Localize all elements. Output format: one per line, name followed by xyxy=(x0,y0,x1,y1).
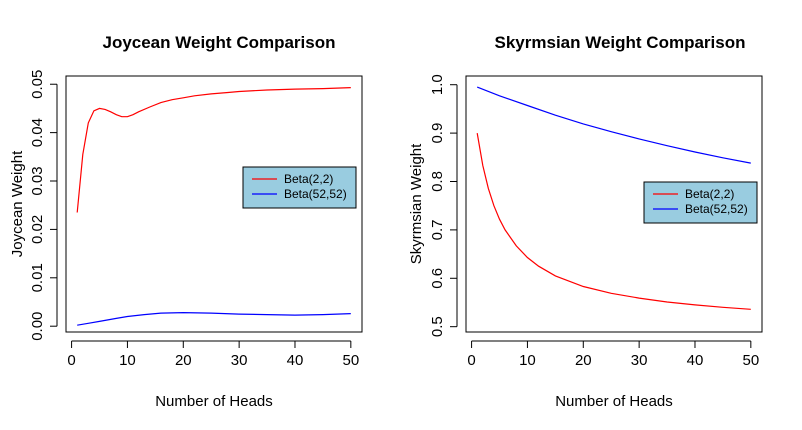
series-line-2 xyxy=(476,86,751,164)
legend-entry: Beta(2,2) xyxy=(284,172,333,186)
x-tick-label: 20 xyxy=(175,352,192,369)
y-tick-label: 0.05 xyxy=(29,70,46,99)
x-tick-label: 20 xyxy=(575,352,592,369)
legend-box xyxy=(643,181,758,224)
y-tick-label: 0.8 xyxy=(429,171,446,192)
x-tick-label: 0 xyxy=(67,352,75,369)
x-axis-label: Number of Heads xyxy=(155,393,273,410)
x-tick-label: 30 xyxy=(231,352,248,369)
x-tick-label: 40 xyxy=(287,352,304,369)
legend-entry: Beta(52,52) xyxy=(685,202,748,216)
x-tick-label: 50 xyxy=(742,352,759,369)
legend: Beta(2,2)Beta(52,52) xyxy=(643,181,758,224)
y-tick-label: 0.7 xyxy=(429,219,446,240)
y-tick-label: 0.02 xyxy=(29,215,46,244)
series-line-2 xyxy=(77,311,351,326)
x-tick-label: 10 xyxy=(119,352,136,369)
y-tick-label: 1.0 xyxy=(429,74,446,95)
y-axis-label: Skyrmsian Weight xyxy=(408,143,425,264)
x-tick-label: 30 xyxy=(631,352,648,369)
legend-entry: Beta(52,52) xyxy=(284,187,347,201)
x-tick-label: 50 xyxy=(342,352,359,369)
chart-title: Skyrmsian Weight Comparison xyxy=(495,33,746,52)
legend-entry: Beta(2,2) xyxy=(685,187,734,201)
series-line-1 xyxy=(476,132,751,310)
x-tick-label: 10 xyxy=(519,352,536,369)
chart-panel-1: Joycean Weight Comparison 0 10 20 30 40 50 0.00… xyxy=(9,33,363,410)
x-tick-label: 40 xyxy=(687,352,704,369)
y-axis-label: Joycean Weight xyxy=(9,150,26,257)
plot-frame xyxy=(65,75,363,333)
y-tick-label: 0.6 xyxy=(429,268,446,289)
y-tick-label: 0.01 xyxy=(29,263,46,292)
chart-title: Joycean Weight Comparison xyxy=(102,33,335,52)
y-tick-label: 0.04 xyxy=(29,118,46,147)
x-axis-label: Number of Heads xyxy=(555,393,673,410)
series-line-1 xyxy=(76,87,351,213)
y-tick-label: 0.00 xyxy=(29,312,46,341)
y-tick-label: 0.5 xyxy=(429,316,446,337)
plot-frame xyxy=(465,75,763,333)
chart-panel-2: Skyrmsian Weight Comparison 0 10 20 30 40 50 0.… xyxy=(408,33,763,410)
x-tick-label: 0 xyxy=(467,352,475,369)
legend: Beta(2,2)Beta(52,52) xyxy=(242,166,357,209)
legend-box xyxy=(242,166,357,209)
y-tick-label: 0.03 xyxy=(29,166,46,195)
y-tick-label: 0.9 xyxy=(429,123,446,144)
